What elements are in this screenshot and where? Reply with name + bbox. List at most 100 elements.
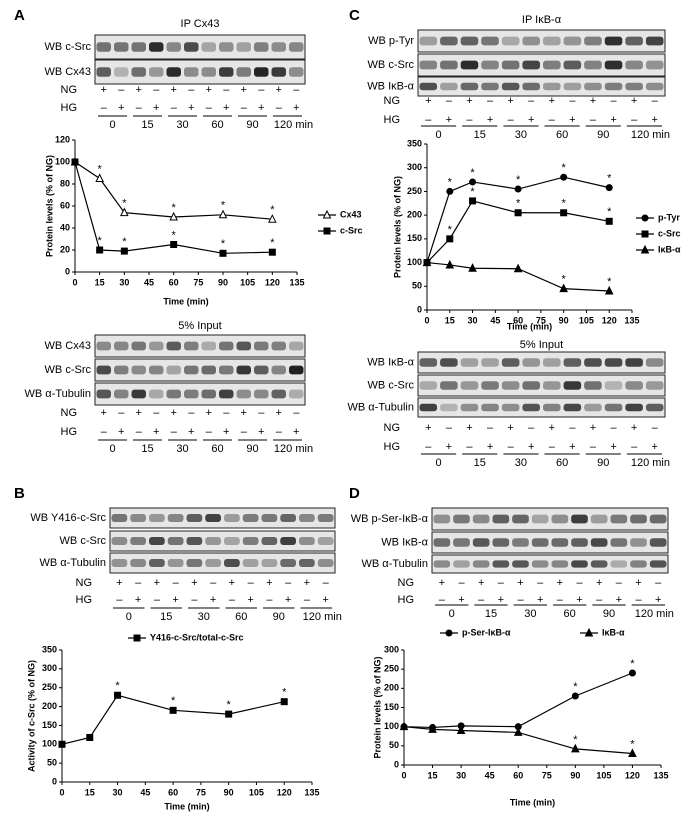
band — [299, 514, 315, 522]
significance-star: * — [516, 174, 521, 186]
band — [219, 389, 234, 399]
hg-sign: – — [631, 441, 638, 453]
blot-frame — [431, 531, 669, 554]
band — [531, 514, 549, 524]
marker — [560, 173, 568, 181]
x-tick-label: 30 — [119, 277, 129, 287]
band — [590, 514, 608, 524]
band — [522, 403, 540, 412]
ng-sign: – — [652, 95, 659, 107]
ng-sign: – — [153, 84, 160, 96]
band — [224, 537, 240, 545]
time-label: 60 — [211, 443, 223, 455]
time-label: 60 — [556, 457, 568, 469]
band — [481, 82, 499, 91]
x-tick-label: 135 — [624, 315, 639, 325]
hg-sign: – — [266, 594, 273, 606]
ng-sign: – — [569, 95, 576, 107]
hg-sign: + — [446, 114, 452, 126]
ng-sign: + — [171, 407, 177, 419]
band — [501, 36, 520, 46]
band — [167, 537, 184, 545]
band — [271, 365, 286, 375]
time-label: 90 — [246, 443, 258, 455]
ng-sign: + — [136, 407, 142, 419]
band — [201, 341, 216, 351]
band — [563, 381, 582, 390]
ng-sign: + — [466, 422, 472, 434]
marker — [514, 185, 522, 193]
ng-sign: – — [576, 577, 583, 589]
band — [419, 36, 438, 46]
marker — [86, 733, 94, 741]
band — [96, 42, 111, 52]
band — [522, 60, 540, 70]
hg-sign: – — [191, 594, 198, 606]
blot-frame — [417, 76, 666, 97]
series-line — [403, 726, 633, 755]
x-tick-label: 0 — [401, 770, 406, 780]
marker — [170, 241, 178, 248]
x-tick-label: 90 — [224, 787, 234, 797]
y-tick-label: 80 — [60, 178, 70, 188]
band — [610, 514, 628, 524]
hg-sign: – — [425, 441, 432, 453]
series-line — [74, 161, 273, 254]
hg-sign: – — [241, 426, 248, 438]
hg-sign: – — [439, 594, 446, 606]
ng-sign: + — [631, 95, 637, 107]
hg-sign: – — [466, 114, 473, 126]
band — [236, 67, 251, 77]
band — [590, 538, 608, 547]
marker — [95, 173, 104, 182]
ng-sign: + — [425, 95, 431, 107]
ng-sign: + — [304, 577, 310, 589]
y-tick-label: 200 — [384, 683, 399, 693]
ng-sign: – — [223, 84, 230, 96]
significance-star: * — [630, 658, 635, 670]
hg-sign: – — [171, 426, 178, 438]
time-label: 15 — [474, 457, 486, 469]
hg-sign: – — [590, 441, 597, 453]
time-label: 0 — [109, 119, 115, 131]
band — [649, 560, 667, 568]
band — [201, 67, 216, 77]
marker — [514, 209, 522, 217]
hg-label: HG — [61, 426, 78, 438]
band — [111, 514, 128, 522]
marker — [514, 723, 522, 731]
panel-label: C — [349, 7, 360, 24]
x-tick-label: 135 — [653, 770, 668, 780]
blot-frame — [109, 530, 336, 552]
marker — [399, 721, 409, 731]
ng-sign: – — [487, 95, 494, 107]
x-tick-label: 15 — [445, 315, 455, 325]
marker — [219, 249, 227, 257]
band — [481, 381, 499, 390]
hg-sign: – — [154, 594, 161, 606]
band — [271, 67, 286, 77]
hg-sign: + — [293, 102, 299, 114]
band — [625, 82, 643, 91]
band — [571, 560, 588, 568]
band — [201, 42, 216, 52]
blot-header: 5% Input — [520, 339, 563, 351]
panel-label: B — [14, 485, 25, 502]
x-tick-label: 60 — [169, 277, 179, 287]
band — [289, 389, 304, 399]
x-tick-label: 75 — [193, 277, 203, 287]
band — [501, 403, 520, 412]
band — [219, 42, 234, 52]
marker — [446, 187, 454, 195]
significance-star: * — [227, 699, 232, 711]
band — [236, 389, 251, 399]
hg-sign: – — [276, 102, 283, 114]
hg-sign: + — [616, 594, 622, 606]
ng-sign: – — [569, 422, 576, 434]
marker — [58, 740, 66, 748]
x-tick-label: 90 — [559, 315, 569, 325]
band — [184, 341, 199, 351]
band — [645, 403, 664, 412]
marker — [513, 263, 523, 273]
band — [453, 514, 470, 524]
